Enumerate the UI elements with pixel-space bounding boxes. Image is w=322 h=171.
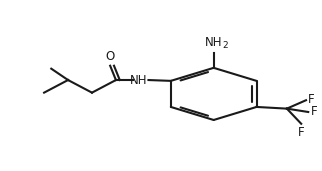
Text: O: O — [106, 50, 115, 63]
Text: F: F — [298, 126, 305, 139]
Text: F: F — [311, 106, 317, 119]
Text: F: F — [308, 93, 314, 106]
Text: 2: 2 — [223, 41, 228, 50]
Text: NH: NH — [129, 74, 147, 87]
Text: NH: NH — [205, 36, 223, 49]
